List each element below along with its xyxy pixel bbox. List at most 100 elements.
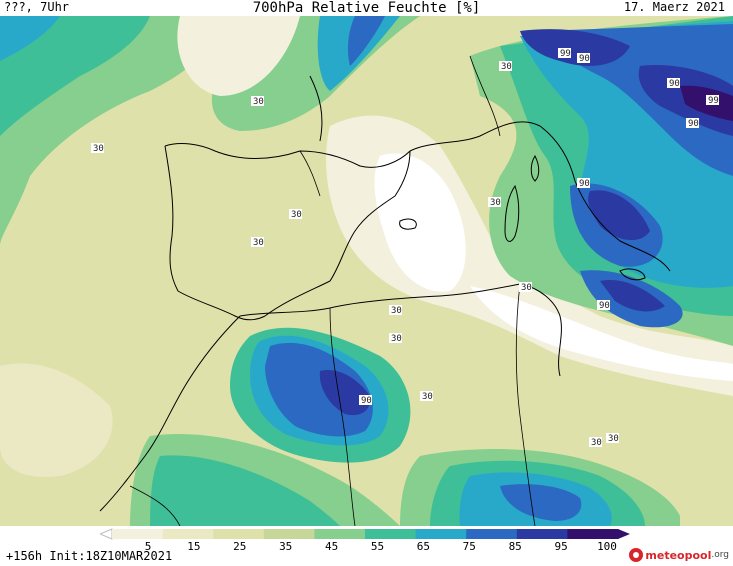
contour-label: 30 (488, 197, 501, 208)
meteopool-logo-icon (629, 548, 644, 562)
svg-text:90: 90 (688, 119, 699, 129)
legend-swatch (567, 529, 619, 539)
corsica (530, 154, 540, 182)
svg-text:30: 30 (253, 238, 264, 248)
sahara-west-moist-core (150, 455, 340, 526)
morocco-peak (319, 370, 371, 416)
contour-label: 90 (577, 53, 590, 64)
legend-tick: 100 (597, 540, 617, 553)
dry-area-north (177, 16, 300, 96)
contour-labels: 30 30 30 30 30 30 30 30 30 30 30 30 90 9… (91, 48, 719, 448)
contour-label: 90 (577, 178, 590, 189)
humidity-map: 30 30 30 30 30 30 30 30 30 30 30 30 90 9… (0, 16, 733, 526)
legend-swatch (112, 529, 164, 539)
legend-arrow-right (618, 529, 630, 539)
legend-tick: 75 (462, 540, 476, 553)
brand-logo[interactable]: meteopool .org (629, 546, 729, 564)
svg-text:30: 30 (521, 283, 532, 293)
legend-swatch (516, 529, 568, 539)
contour-label: 30 (389, 333, 402, 344)
svg-text:30: 30 (422, 392, 433, 402)
france-west-coast (309, 75, 323, 142)
legend-tick: 95 (554, 540, 568, 553)
contour-label: 90 (597, 300, 610, 311)
alps-peak (520, 29, 630, 66)
valid-time-label: ???, 7Uhr (4, 0, 70, 14)
svg-text:30: 30 (93, 144, 104, 154)
header-bar: ???, 7Uhr 700hPa Relative Feuchte [%] 17… (0, 0, 733, 16)
border-morocco-algeria (329, 307, 356, 526)
contour-label: 30 (251, 237, 264, 248)
sahara-east-moist-core (500, 484, 582, 521)
humidity-map-svg: 30 30 30 30 30 30 30 30 30 30 30 30 90 9… (0, 16, 733, 526)
tyrrhenian-peak (588, 190, 650, 241)
iberia-west-coast (164, 145, 266, 321)
legend-swatch (314, 529, 366, 539)
border-algeria-tunisia (515, 283, 536, 526)
legend-swatch (466, 529, 518, 539)
contour-label: 99 (706, 95, 719, 106)
legend-swatch (263, 529, 315, 539)
run-info-label: +156h Init:18Z10MAR2021 (6, 549, 173, 563)
svg-text:30: 30 (391, 306, 402, 316)
legend-tick: 45 (324, 540, 339, 553)
contour-label: 30 (251, 96, 264, 107)
tunisia-coast (519, 283, 562, 377)
sicily (619, 268, 646, 281)
svg-text:30: 30 (591, 438, 602, 448)
contour-label: 90 (686, 118, 699, 129)
svg-text:99: 99 (708, 96, 719, 106)
contour-label: 99 (558, 48, 571, 59)
svg-text:90: 90 (599, 301, 610, 311)
svg-text:30: 30 (490, 198, 501, 208)
legend-tick: 15 (187, 540, 201, 553)
svg-text:90: 90 (579, 54, 590, 64)
contour-label: 30 (289, 209, 302, 220)
atlantic-moist-core (0, 16, 150, 136)
svg-text:30: 30 (501, 62, 512, 72)
legend-swatches (112, 529, 619, 539)
svg-text:30: 30 (291, 210, 302, 220)
brand-name: meteopool (645, 548, 712, 562)
iberia-north-coast (164, 143, 411, 168)
borders (129, 55, 536, 526)
contour-label: 30 (499, 61, 512, 72)
legend-arrow-left (100, 528, 113, 540)
ionian-peak (600, 280, 665, 312)
biscay-moist-peak (347, 16, 385, 66)
contour-label: 30 (606, 433, 619, 444)
contour-label-morocco: 90 (359, 395, 372, 406)
legend-colorbar (100, 528, 630, 540)
svg-text:30: 30 (391, 334, 402, 344)
svg-text:90: 90 (669, 79, 680, 89)
legend-tick: 35 (279, 540, 293, 553)
legend-swatch (213, 529, 265, 539)
sardinia (504, 184, 520, 242)
canary-dry-area (0, 363, 113, 477)
legend-tick: 5 (144, 540, 152, 553)
coastlines (99, 75, 671, 512)
border-france-switzerland (469, 55, 501, 137)
svg-text:30: 30 (608, 434, 619, 444)
legend-tick: 25 (233, 540, 247, 553)
legend-tick: 55 (370, 540, 385, 553)
valid-date-label: 17. Maerz 2021 (623, 0, 725, 14)
legend-tick-labels: 5 15 25 35 45 55 65 75 85 95 100 (0, 540, 733, 554)
brand-tld: .org (711, 550, 729, 560)
svg-text:90: 90 (579, 179, 590, 189)
contour-label: 30 (91, 143, 104, 154)
legend-swatch (162, 529, 214, 539)
iberia-east-coast (264, 150, 411, 317)
contour-label: 30 (589, 437, 602, 448)
mallorca (399, 218, 417, 230)
atlantic-moist-peak (0, 16, 60, 61)
contour-label: 30 (420, 391, 433, 402)
north-africa-coast (239, 283, 521, 317)
driest-area-balearic (374, 153, 466, 292)
svg-text:30: 30 (253, 97, 264, 107)
contour-label: 30 (389, 305, 402, 316)
legend-tick: 85 (508, 540, 522, 553)
driest-area-tunisia (470, 286, 733, 381)
chart-title: 700hPa Relative Feuchte [%] (252, 0, 481, 16)
legend-swatch (415, 529, 467, 539)
